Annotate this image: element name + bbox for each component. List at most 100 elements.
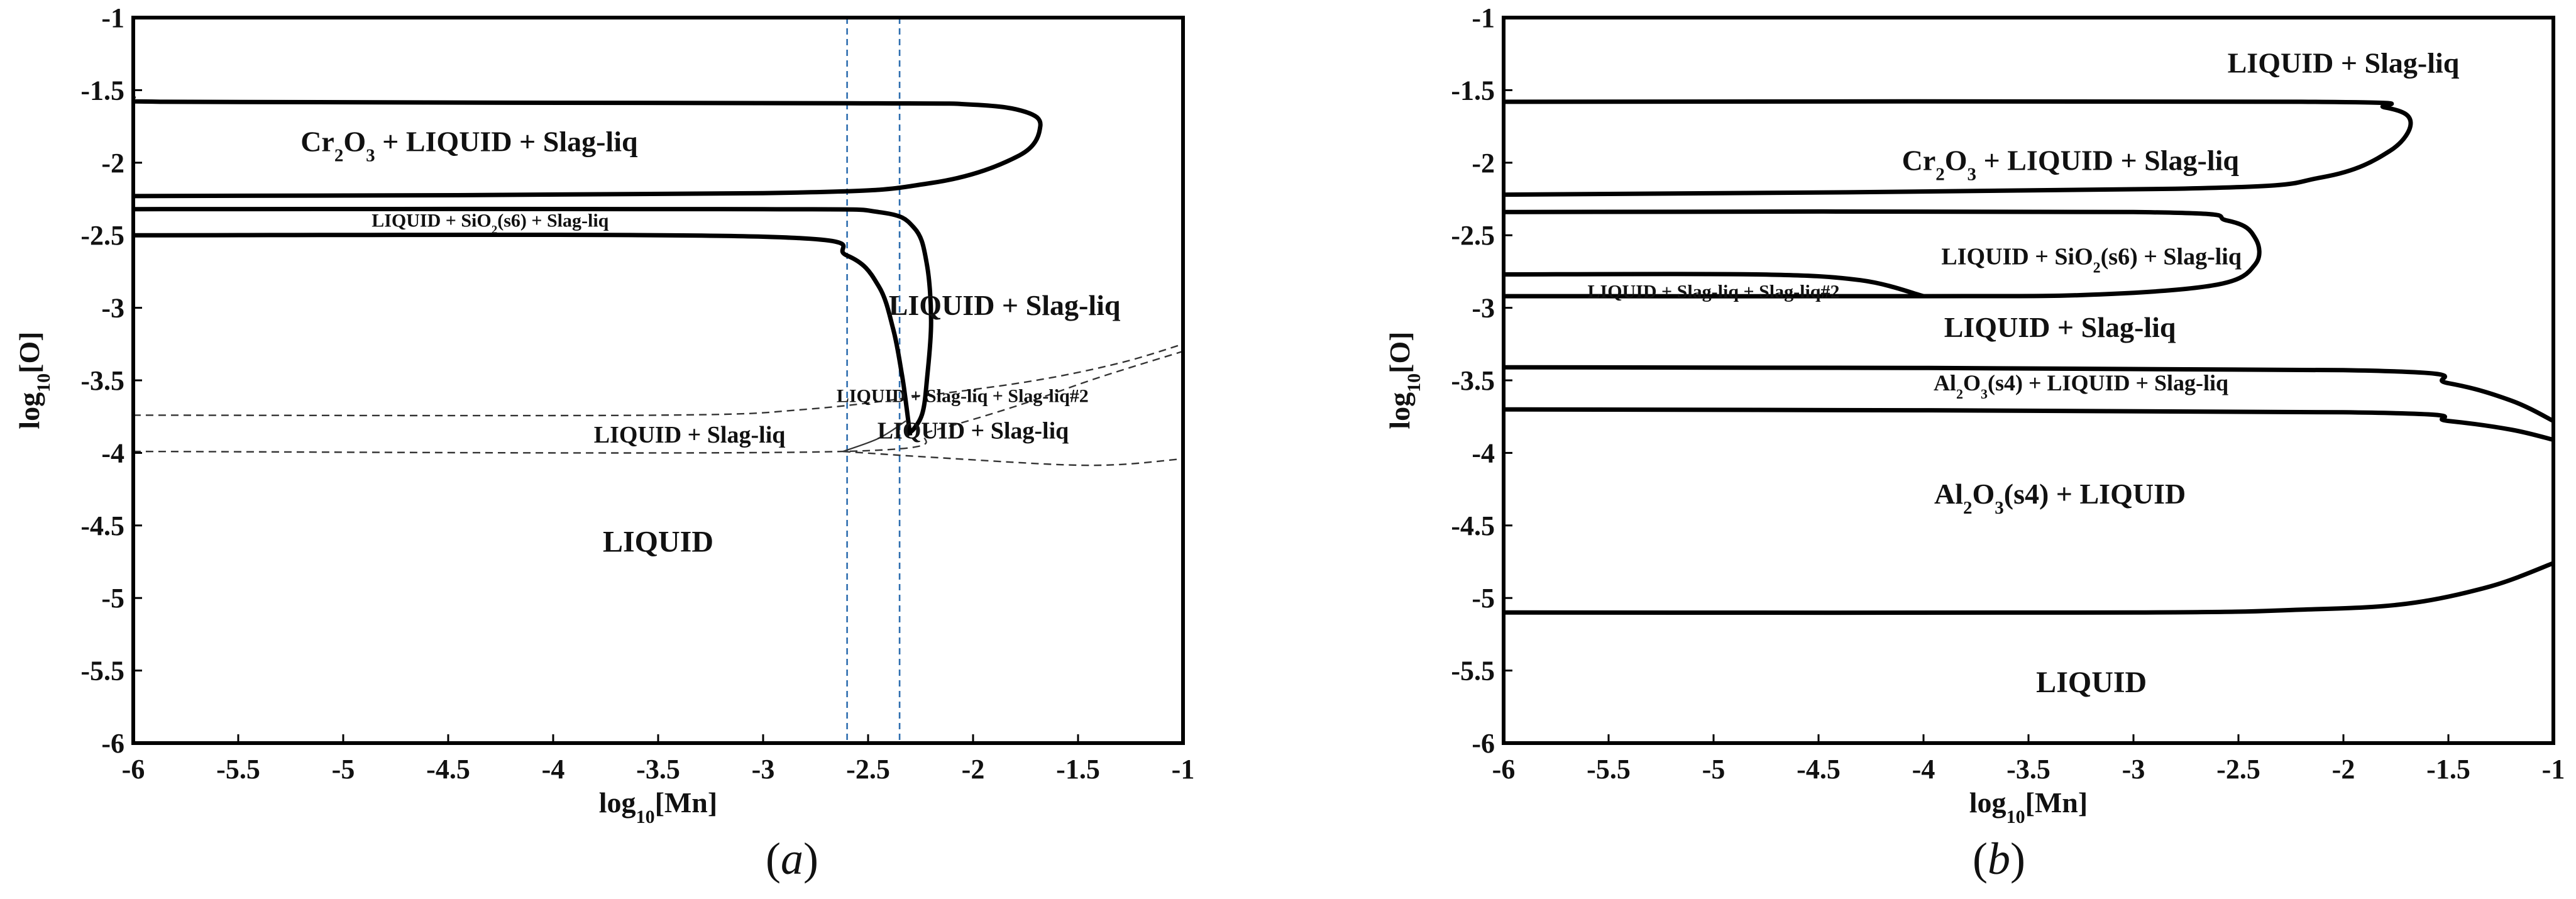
panel-a-y-tick-label: -1.5: [80, 75, 124, 106]
panel-b-y-axis-ticks: -1 -1.5 -2 -2.5 -3 -3.5 -4 -4.5 -5 -5.5 -6: [1451, 3, 1512, 759]
panel-b-y-tick-label: -5.5: [1451, 656, 1495, 687]
panel-a-y-tick-label: -3: [101, 293, 124, 324]
panel-a-region-text-part: Cr: [300, 125, 334, 157]
panel-a-thin-boundary: [842, 420, 906, 453]
panel-b-y-tick-label: -4.5: [1451, 510, 1495, 541]
panel-a-x-tick-label: -2: [962, 754, 985, 785]
panel-a-x-label-rest: [Mn]: [655, 786, 718, 819]
panel-a-region-Cr2O3-LIQUID-Slag: Cr2O3 + LIQUID + Slag-liq: [300, 125, 638, 165]
panel-b-caption: (b): [1973, 834, 2025, 884]
panel-b-region-labels: LIQUID + Slag-liq Cr2O3 + LIQUID + Slag-l…: [1588, 47, 2460, 700]
panel-b-region-text-part: O: [1945, 144, 1968, 176]
panel-b-caption-letter: b: [1988, 834, 2010, 884]
panel-b-x-tick-label: -3: [2122, 754, 2145, 785]
panel-a-x-tick-label: -1: [1172, 754, 1195, 785]
panel-a-dashed-boundary: [842, 450, 1183, 466]
panel-b-x-tick-label: -5: [1702, 754, 1726, 785]
panel-a-region-text-part: 3: [366, 145, 375, 165]
panel-a-y-tick-label: -5.5: [80, 656, 124, 687]
panel-b-region-text-part: (s4) + LIQUID + Slag-liq: [1988, 370, 2228, 395]
panel-a-x-label-subscript: 10: [636, 807, 655, 827]
panel-b-region-text-part: (s6) + Slag-liq: [2101, 243, 2242, 270]
panel-a-y-tick-label: -6: [101, 728, 124, 759]
panel-a-region-text-part: LIQUID: [603, 525, 713, 558]
panel-b: LIQUID + Slag-liq Cr2O3 + LIQUID + Slag-l…: [1384, 3, 2565, 884]
panel-b-x-label-rest: [Mn]: [2025, 786, 2088, 819]
panel-a-dashed-boundary: [133, 350, 1183, 454]
panel-a-region-LIQUID-Slag-mid: LIQUID + Slag-liq: [878, 417, 1069, 444]
panel-a-y-tick-label: -2: [101, 148, 124, 179]
panel-b-y-tick-label: -3: [1472, 293, 1495, 324]
panel-b-y-tick-label: -6: [1472, 728, 1495, 759]
panel-b-region-Al2O3-LIQUID-Slag: Al2O3(s4) + LIQUID + Slag-liq: [1934, 370, 2228, 402]
panel-b-plot-area: LIQUID + Slag-liq Cr2O3 + LIQUID + Slag-l…: [1504, 47, 2553, 700]
panel-a-region-text-part: + LIQUID + Slag-liq: [375, 125, 638, 157]
panel-a-y-label-subscript: 10: [33, 373, 54, 392]
panel-b-x-axis-ticks: -6 -5.5 -5 -4.5 -4 -3.5 -3 -2.5 -2 -1.5 -1: [1492, 734, 2565, 785]
panel-a-caption-letter: a: [781, 834, 803, 884]
panel-b-x-label-subscript: 10: [2006, 807, 2025, 827]
panel-a-region-text-part: LIQUID + Slag-liq: [878, 417, 1069, 444]
panel-a-y-axis-ticks: -1 -1.5 -2 -2.5 -3 -3.5 -4 -4.5 -5 -5.5 -6: [80, 3, 142, 759]
panel-b-phase-boundary: [1504, 365, 2553, 423]
panel-b-region-text-part: 2: [1963, 498, 1973, 518]
panel-b-y-tick-label: -1: [1472, 3, 1495, 33]
panel-b-region-LIQUID-Slag-mid: LIQUID + Slag-liq: [1944, 311, 2176, 343]
panel-a-phase-boundary: [133, 232, 913, 436]
panel-b-region-text-part: 2: [2093, 260, 2101, 276]
panel-a-phase-boundaries: [133, 95, 1043, 438]
panel-a-region-LIQUID-Slag-Slag2: LIQUID + Slag-liq + Slag-liq#2: [837, 386, 1089, 407]
panel-b-region-text-part: (s4) + LIQUID: [2004, 478, 2186, 510]
panel-b-y-label-rest: [O]: [1384, 331, 1416, 373]
panel-b-region-text-part: Al: [1934, 370, 1956, 395]
panel-a-caption: (a): [766, 834, 818, 884]
panel-a-x-tick-label: -5.5: [216, 754, 260, 785]
panel-a-region-text-part: 2: [334, 145, 344, 165]
panel-b-region-text-part: LIQUID + Slag-liq: [2228, 47, 2460, 79]
panel-b-x-tick-label: -1.5: [2426, 754, 2470, 785]
panel-b-y-tick-label: -2.5: [1451, 220, 1495, 251]
panel-b-x-tick-label: -1: [2542, 754, 2565, 785]
panel-a-region-text-part: LIQUID + SiO: [372, 210, 491, 231]
panel-b-region-text-part: 2: [1935, 164, 1945, 184]
panel-b-region-text-part: Al: [1934, 478, 1963, 510]
panel-a-y-tick-label: -1: [101, 3, 124, 33]
panel-a-x-tick-label: -4.5: [426, 754, 470, 785]
panel-b-phase-boundaries: [1504, 99, 2553, 615]
panel-b-region-Cr2O3-LIQUID-Slag: Cr2O3 + LIQUID + Slag-liq: [1902, 144, 2240, 184]
panel-b-phase-boundary: [1504, 407, 2553, 443]
panel-b-region-text-part: LIQUID: [2036, 666, 2147, 699]
panel-a-x-axis-ticks: -6 -5.5 -5 -4.5 -4 -3.5 -3 -2.5 -2 -1.5 -1: [122, 734, 1195, 785]
panel-a-x-tick-label: -6: [122, 754, 145, 785]
panel-a-region-text-part: O: [343, 125, 366, 157]
panel-b-phase-boundary: [1504, 272, 1924, 299]
panel-a-x-tick-label: -3.5: [636, 754, 680, 785]
panel-b-phase-boundary: [1504, 209, 2262, 299]
panel-b-x-tick-label: -4.5: [1797, 754, 1841, 785]
panel-b-region-LIQUID-Slag-top: LIQUID + Slag-liq: [2228, 47, 2460, 79]
panel-b-x-tick-label: -5.5: [1587, 754, 1631, 785]
panel-a-region-text-part: 2: [492, 223, 498, 236]
panel-b-x-tick-label: -3.5: [2006, 754, 2050, 785]
panel-a-region-LIQUID-SiO2-Slag: LIQUID + SiO2(s6) + Slag-liq: [372, 210, 608, 236]
panel-b-region-text-part: O: [1972, 478, 1995, 510]
panel-b-region-text-part: LIQUID + SiO: [1941, 243, 2093, 270]
panel-a-dashed-boundaries: [133, 343, 1183, 466]
panel-a-y-label-rest: [O]: [13, 331, 45, 373]
panel-b-region-LIQUID-Slag-Slag2: LIQUID + Slag-liq + Slag-liq#2: [1588, 281, 1840, 302]
panel-a-reference-lines: [846, 18, 901, 743]
panel-b-region-text-part: 2: [1956, 386, 1963, 402]
panel-a-region-text-part: LIQUID + Slag-liq: [889, 289, 1121, 321]
panel-b-phase-boundary: [1504, 99, 2413, 197]
panel-a-y-tick-label: -3.5: [80, 365, 124, 396]
panel-b-region-LIQUID-SiO2-Slag: LIQUID + SiO2(s6) + Slag-liq: [1941, 243, 2242, 276]
panel-b-y-tick-label: -2: [1472, 148, 1495, 179]
panel-b-y-tick-label: -1.5: [1451, 75, 1495, 106]
panel-a-y-tick-label: -5: [101, 583, 124, 614]
panel-a-x-tick-label: -3: [752, 754, 775, 785]
panel-a-region-text-part: (s6) + Slag-liq: [497, 210, 608, 231]
panel-a-y-tick-label: -2.5: [80, 220, 124, 251]
panel-a-region-LIQUID: LIQUID: [603, 525, 713, 558]
